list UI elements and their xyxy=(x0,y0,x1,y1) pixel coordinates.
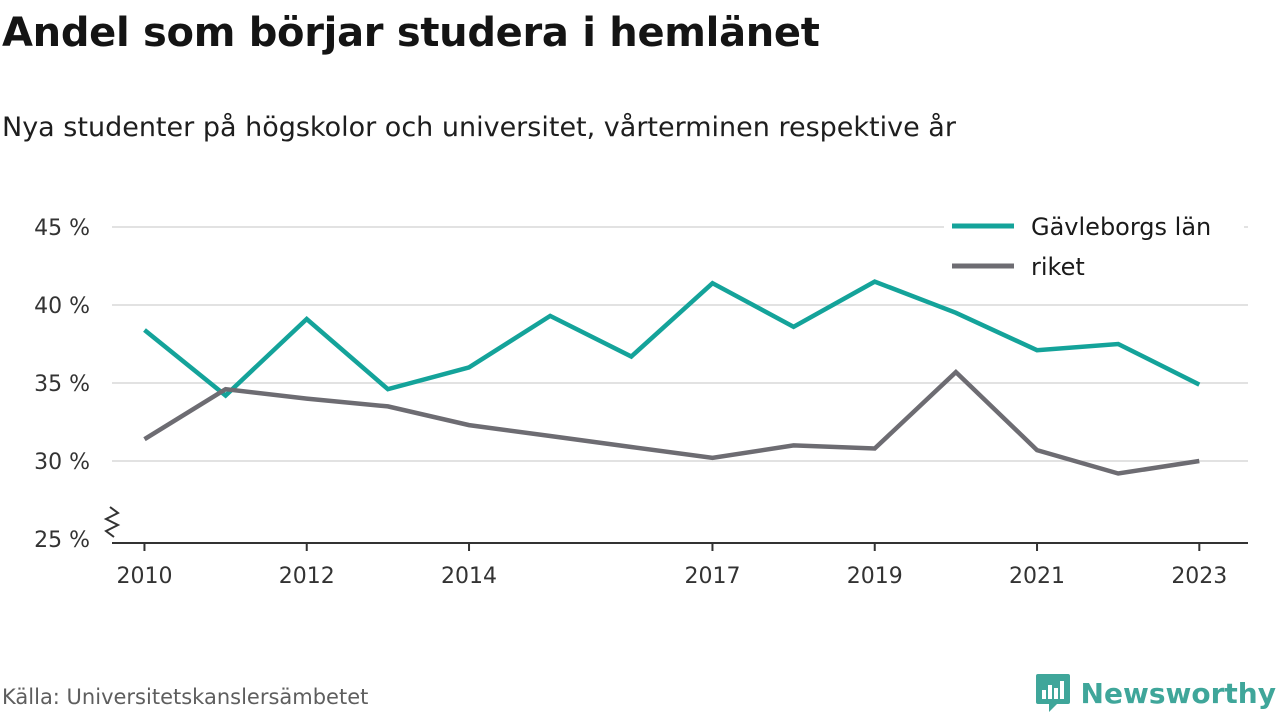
chart-subtitle: Nya studenter på högskolor och universit… xyxy=(2,112,956,143)
source-note: Källa: Universitetskanslersämbetet xyxy=(2,685,369,709)
series-lines xyxy=(143,279,1201,476)
legend: Gävleborgs län riket xyxy=(944,205,1244,289)
x-tick-label: 2010 xyxy=(116,564,172,589)
bar-chart-speech-bubble-icon xyxy=(1035,674,1070,712)
y-tick-label: 30 % xyxy=(34,450,90,475)
x-tick-label: 2012 xyxy=(279,564,335,589)
brand-name: Newsworthy xyxy=(1080,676,1276,710)
chart-title: Andel som börjar studera i hemlänet xyxy=(2,10,820,56)
y-axis-break xyxy=(103,506,121,538)
x-tick-label: 2019 xyxy=(847,564,903,589)
series-line-gavleborg xyxy=(143,279,1201,399)
legend-label: Gävleborgs län xyxy=(1031,213,1211,241)
y-tick-label: 35 % xyxy=(34,372,90,397)
y-tick-label: 40 % xyxy=(34,294,90,319)
line-chart: 25 % 30 % 35 % 40 % 45 % 2010 2012 2014 2017 2019… xyxy=(34,205,1248,589)
legend-label: riket xyxy=(1031,253,1085,281)
x-tick-label: 2021 xyxy=(1009,564,1065,589)
x-tick-label: 2014 xyxy=(441,564,497,589)
series-line-riket xyxy=(143,368,1200,476)
brand-logo[interactable]: Newsworthy xyxy=(1035,672,1276,714)
y-tick-label: 45 % xyxy=(34,216,90,241)
y-tick-label: 25 % xyxy=(34,528,90,553)
axes: 25 % 30 % 35 % 40 % 45 % 2010 2012 2014 2017 2019… xyxy=(34,216,1248,589)
x-tick-label: 2023 xyxy=(1171,564,1227,589)
legend-background xyxy=(944,205,1244,289)
x-tick-label: 2017 xyxy=(684,564,740,589)
